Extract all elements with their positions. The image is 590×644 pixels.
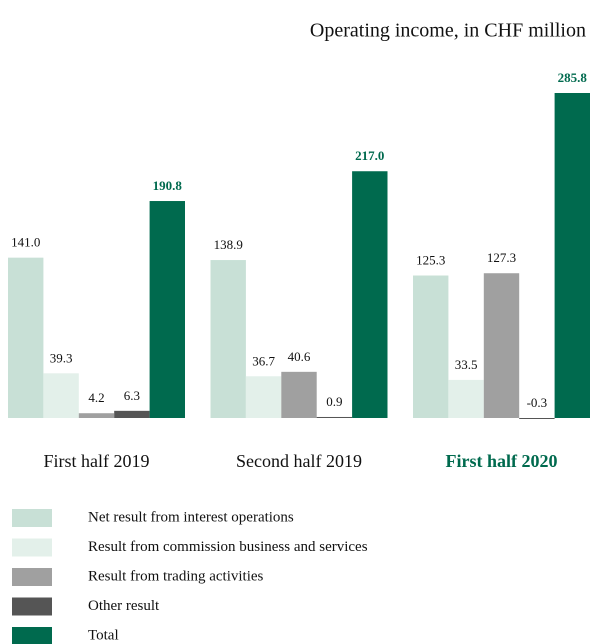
- bar: [114, 410, 150, 418]
- legend-swatch: [12, 538, 52, 557]
- value-label: 127.3: [487, 250, 516, 265]
- x-tick-label: Second half 2019: [236, 451, 362, 471]
- bar: [43, 373, 79, 418]
- bar: [149, 201, 185, 418]
- legend-swatch: [12, 568, 52, 586]
- legend-swatch: [12, 597, 52, 616]
- legend-label: Other result: [88, 598, 160, 614]
- value-label: 190.8: [153, 178, 183, 193]
- bar: [483, 273, 520, 418]
- value-label: 138.9: [214, 237, 243, 252]
- bar: [8, 257, 44, 418]
- x-tick-label: First half 2020: [446, 451, 558, 471]
- bar: [448, 379, 484, 418]
- value-label: 217.0: [355, 148, 384, 163]
- value-label: 36.7: [252, 353, 275, 368]
- value-label: 40.6: [288, 349, 311, 364]
- value-label: -0.3: [527, 395, 548, 410]
- bar: [281, 371, 317, 418]
- value-label: 33.5: [455, 357, 478, 372]
- value-label: 4.2: [88, 390, 104, 405]
- bar: [316, 416, 353, 418]
- bar: [245, 376, 282, 418]
- bar: [413, 275, 449, 418]
- legend-label: Net result from interest operations: [88, 509, 294, 525]
- value-label: 125.3: [416, 252, 445, 267]
- chart-title: Operating income, in CHF million: [310, 20, 586, 42]
- value-label: 0.9: [326, 394, 342, 409]
- value-label: 141.0: [11, 235, 40, 250]
- legend-label: Result from commission business and serv…: [88, 539, 368, 555]
- value-label: 6.3: [124, 388, 140, 403]
- bar: [352, 171, 388, 418]
- bar: [554, 93, 590, 418]
- bar: [519, 418, 555, 419]
- legend-label: Result from trading activities: [88, 568, 264, 584]
- value-label: 39.3: [50, 350, 73, 365]
- legend-label: Total: [88, 627, 119, 643]
- x-tick-label: First half 2019: [44, 451, 150, 471]
- legend-swatch: [12, 627, 52, 644]
- bar: [210, 260, 246, 418]
- bar: [78, 413, 115, 418]
- legend-swatch: [12, 509, 52, 527]
- value-label: 285.8: [558, 70, 588, 85]
